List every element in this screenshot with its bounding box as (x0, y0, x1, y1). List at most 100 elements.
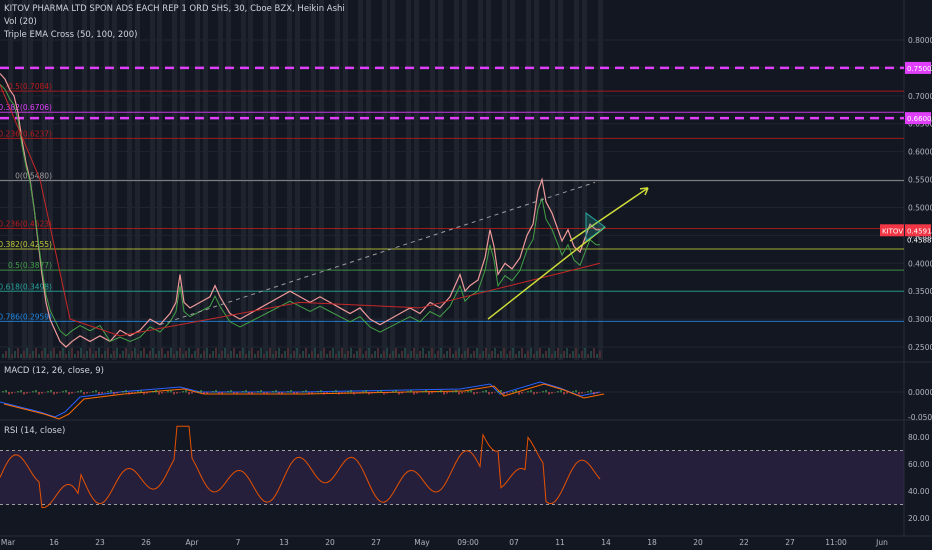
volume-bar (353, 354, 355, 358)
volume-bar (305, 348, 307, 358)
macd-pane-title[interactable]: MACD (12, 26, close, 9) (4, 366, 104, 376)
macd-histogram-bar (305, 390, 307, 393)
macd-histogram-bar (161, 392, 163, 394)
volume-bar (389, 354, 391, 358)
macd-histogram-bar (182, 391, 184, 393)
volume-bar (467, 348, 469, 358)
volume-bar (383, 351, 385, 358)
volume-bar (65, 354, 67, 358)
macd-histogram-bar (203, 392, 205, 395)
macd-histogram-bar (338, 392, 340, 395)
volume-bar (599, 351, 601, 358)
volume-bar (122, 351, 124, 358)
x-axis-tick: 22 (739, 538, 749, 547)
macd-histogram-bar (20, 390, 22, 393)
macd-histogram-bar (164, 392, 166, 393)
volume-bar (98, 348, 100, 358)
macd-histogram-bar (464, 392, 466, 393)
volume-bar (473, 351, 475, 358)
x-axis-tick: 7 (236, 538, 241, 547)
macd-histogram-bar (248, 392, 250, 395)
price-axis-tick: 0.2500 (908, 343, 932, 352)
x-axis-tick: 20 (325, 538, 335, 547)
macd-histogram-bar (209, 392, 211, 393)
volume-bar (230, 351, 232, 358)
x-axis-tick: 18 (647, 538, 657, 547)
volume-bar (461, 354, 463, 358)
volume-bar (395, 348, 397, 358)
volume-bar (542, 354, 544, 358)
macd-histogram-bar (272, 391, 274, 393)
macd-histogram-bar (125, 390, 127, 393)
volume-bar (569, 354, 571, 358)
macd-histogram-bar (422, 391, 424, 393)
macd-histogram-bar (524, 392, 526, 393)
macd-histogram-bar (92, 391, 94, 393)
macd-histogram-bar (260, 390, 262, 393)
macd-histogram-bar (299, 392, 301, 393)
volume-bar (329, 351, 331, 358)
volume-bar (44, 348, 46, 358)
volume-bar (179, 348, 181, 358)
triangle-pattern (585, 212, 606, 242)
macd-histogram-bar (137, 391, 139, 393)
volume-bar (11, 354, 13, 358)
volume-bar (161, 348, 163, 358)
macd-histogram-bar (350, 390, 352, 393)
volume-bar (2, 354, 4, 358)
macd-histogram-bar (143, 392, 145, 395)
macd-histogram-bar (410, 390, 412, 393)
macd-histogram-bar (113, 392, 115, 395)
volume-bar (101, 354, 103, 358)
macd-histogram-bar (122, 391, 124, 393)
fib-level-label: 0.236(0.6237) (0, 129, 52, 138)
macd-histogram-bar (566, 392, 568, 394)
macd-histogram-bar (200, 390, 202, 393)
macd-histogram-bar (533, 392, 535, 395)
fib-level-label: 0.5(0.3877) (8, 261, 52, 270)
macd-histogram-bar (497, 391, 499, 393)
volume-bar (290, 354, 292, 358)
macd-histogram-bar (395, 390, 397, 393)
macd-histogram-bar (416, 392, 418, 394)
volume-bar (164, 354, 166, 358)
macd-histogram-bar (56, 392, 58, 394)
macd-histogram-bar (452, 391, 454, 393)
volume-bar (14, 351, 16, 358)
macd-histogram-bar (194, 392, 196, 393)
volume-bar (584, 348, 586, 358)
volume-bar (494, 348, 496, 358)
volume-bar (338, 351, 340, 358)
macd-histogram-bar (158, 392, 160, 395)
ema-indicator-label[interactable]: Triple EMA Cross (50, 100, 200) (4, 30, 138, 40)
macd-histogram-bar (152, 391, 154, 393)
x-axis-tick: 27 (785, 538, 795, 547)
macd-histogram-bar (149, 392, 151, 393)
volume-bar (596, 354, 598, 358)
macd-histogram-bar (212, 391, 214, 393)
volume-bar (410, 351, 412, 358)
macd-histogram-bar (308, 392, 310, 395)
macd-histogram-bar (263, 392, 265, 395)
macd-histogram-bar (71, 392, 73, 394)
macd-histogram-bar (83, 392, 85, 395)
rsi-pane-title[interactable]: RSI (14, close) (4, 426, 66, 436)
volume-bar (380, 354, 382, 358)
macd-histogram-bar (386, 392, 388, 394)
volume-indicator-label[interactable]: Vol (20) (4, 17, 37, 27)
macd-histogram-bar (512, 391, 514, 393)
macd-histogram-bar (518, 392, 520, 395)
volume-bar (335, 354, 337, 358)
volume-bar (143, 348, 145, 358)
volume-bar (443, 354, 445, 358)
volume-bar (428, 351, 430, 358)
macd-histogram-bar (275, 390, 277, 393)
volume-bar (524, 354, 526, 358)
volume-bar (497, 354, 499, 358)
volume-bar (209, 354, 211, 358)
macd-histogram-bar (434, 392, 436, 393)
macd-histogram-bar (296, 392, 298, 394)
volume-bar (197, 348, 199, 358)
macd-histogram-bar (131, 392, 133, 394)
